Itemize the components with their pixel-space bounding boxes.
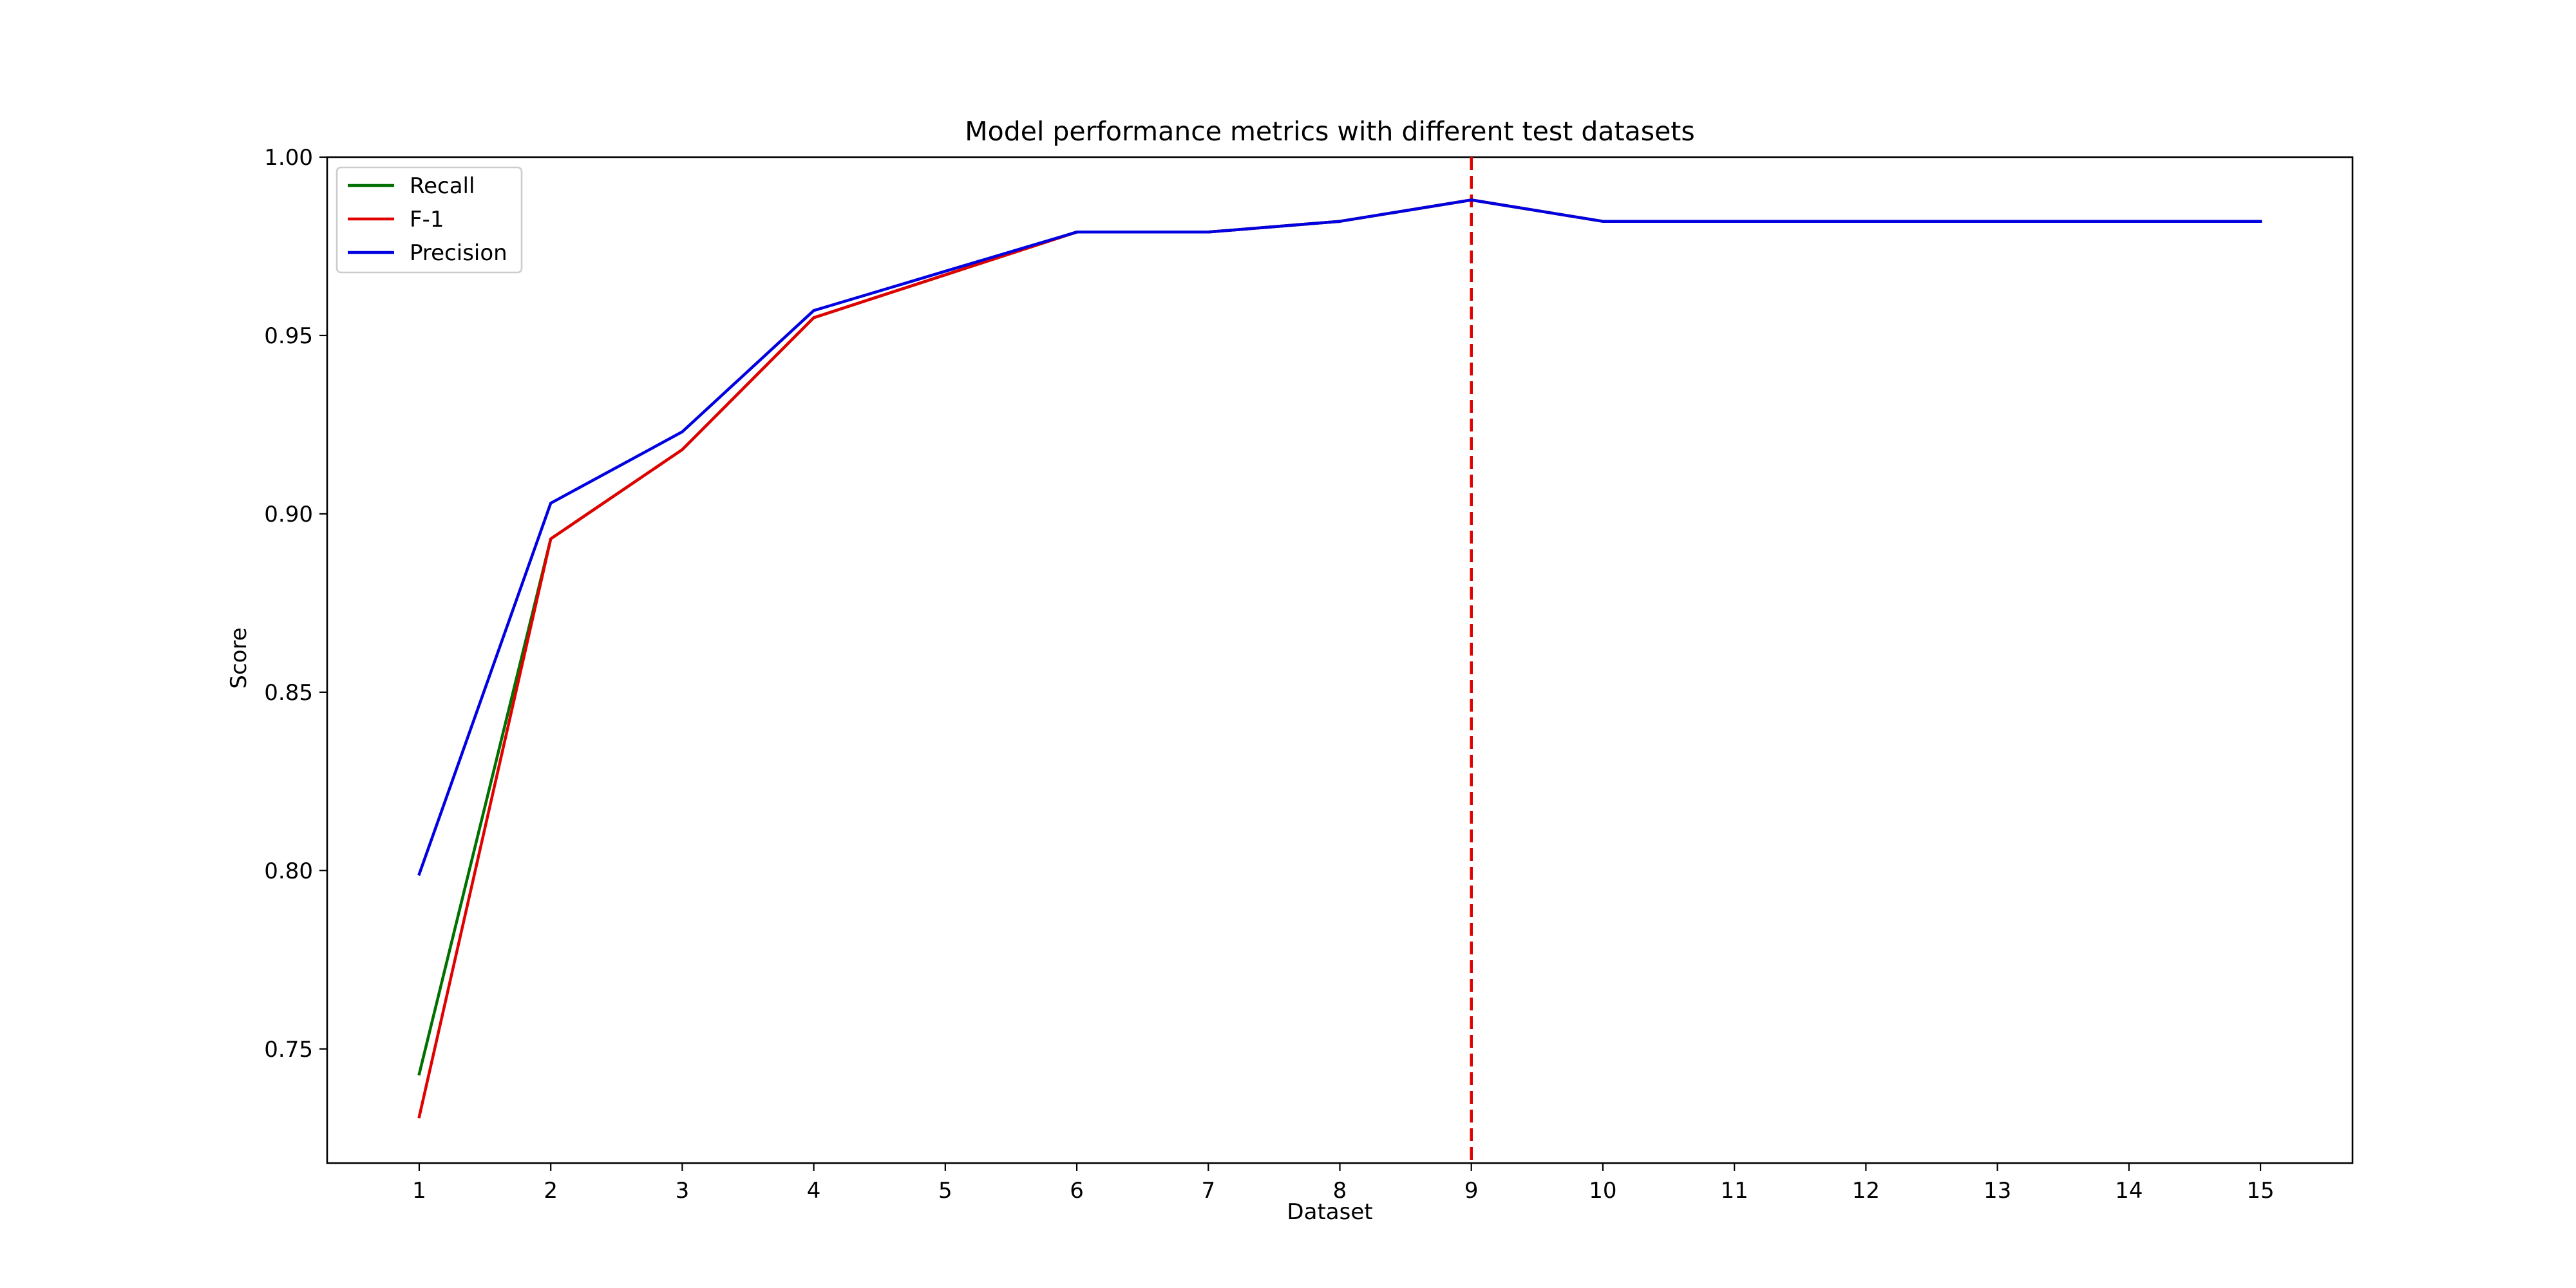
legend-box: [336, 166, 523, 274]
legend-entries: Recall F-1 Precision: [348, 173, 507, 266]
y-tick-label: 0.75: [264, 1037, 313, 1063]
chart-title: Model performance metrics with different…: [965, 116, 1695, 147]
x-axis: 1 2 3 4 5 6 7 8 9 10 11 12 13 14 15: [412, 1163, 2275, 1204]
y-tick-label: 0.95: [264, 323, 313, 349]
x-tick-label: 10: [1589, 1178, 1616, 1204]
series-line-precision: [417, 198, 2262, 876]
y-tick-label: 0.90: [264, 502, 313, 527]
y-tick-label: 0.85: [264, 680, 313, 706]
x-tick-label: 12: [1852, 1178, 1880, 1204]
legend-label-recall: Recall: [410, 173, 475, 199]
y-tick-label: 1.00: [264, 145, 313, 171]
legend: Recall F-1 Precision: [336, 166, 523, 274]
x-axis-label: Dataset: [1287, 1199, 1372, 1225]
series-layer: [417, 198, 2262, 1119]
x-tick-label: 2: [544, 1178, 558, 1204]
y-axis-label: Score: [226, 627, 252, 688]
x-tick-label: 5: [938, 1178, 952, 1204]
x-tick-label: 3: [676, 1178, 690, 1204]
x-tick-label: 14: [2115, 1178, 2143, 1204]
legend-label-precision: Precision: [410, 240, 507, 266]
x-tick-label: 13: [1984, 1178, 2011, 1204]
x-tick-label: 11: [1721, 1178, 1748, 1204]
x-tick-label: 4: [807, 1178, 821, 1204]
x-tick-label: 8: [1333, 1178, 1347, 1204]
x-tick-label: 1: [412, 1178, 426, 1204]
y-tick-label: 0.80: [264, 858, 313, 884]
legend-label-f-1: F-1: [410, 207, 444, 232]
y-axis: 0.75 0.80 0.85 0.90 0.95 1.00: [264, 145, 327, 1063]
x-tick-label: 15: [2246, 1178, 2274, 1204]
x-tick-label: 7: [1201, 1178, 1215, 1204]
x-tick-label: 6: [1070, 1178, 1084, 1204]
x-tick-label: 9: [1464, 1178, 1479, 1204]
